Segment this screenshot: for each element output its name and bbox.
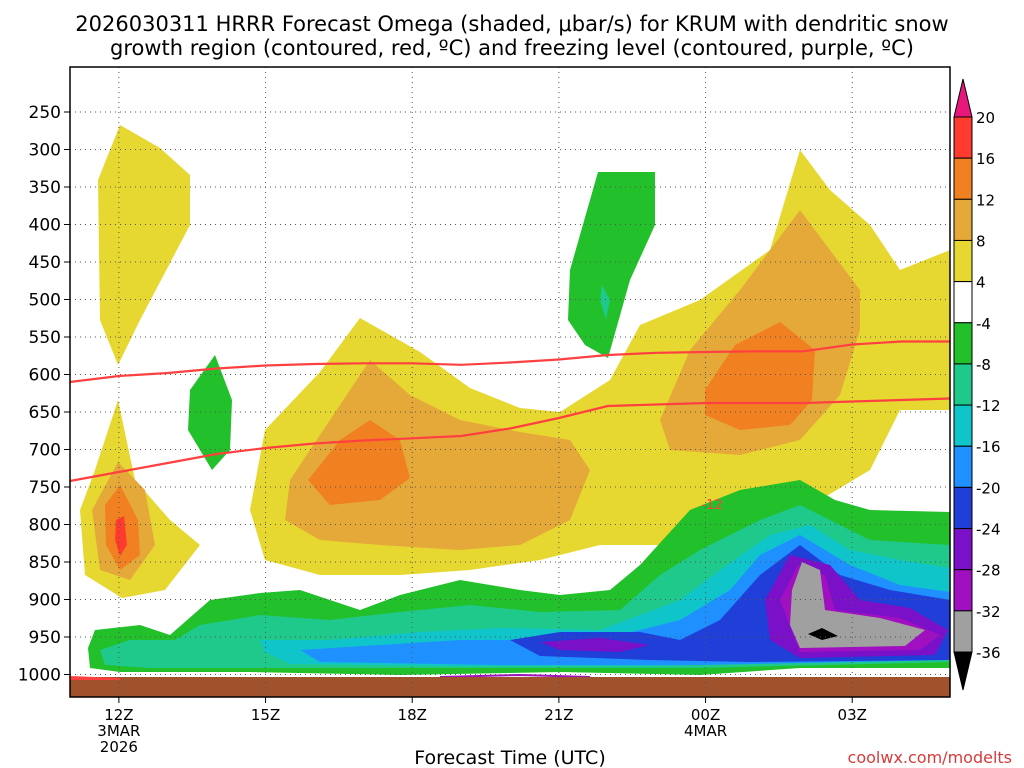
colorbar-box	[953, 281, 973, 324]
y-tick-label: 500	[29, 291, 61, 311]
plot-frame	[69, 66, 951, 698]
y-tick-label: 800	[29, 516, 61, 536]
terrain-strip	[70, 677, 950, 697]
x-tick-sublabel: 2026	[100, 738, 138, 756]
colorbar-label: -36	[976, 644, 1001, 662]
gridlines	[70, 67, 950, 697]
x-tick-label: 18Z	[398, 706, 427, 724]
y-tick-label: 250	[29, 103, 61, 123]
colorbar-box	[953, 404, 973, 447]
isotherm-series	[69, 340, 951, 483]
colorbar-label: -28	[976, 562, 1001, 580]
colorbar-box	[953, 528, 973, 571]
colorbar-top-arrow	[953, 78, 973, 118]
chart-title-line2: growth region (contoured, red, ºC) and f…	[110, 36, 914, 60]
y-tick-label: 650	[29, 403, 61, 423]
y-tick-label: 350	[29, 178, 61, 198]
colorbar-box	[953, 610, 973, 653]
y-tick-label: 750	[29, 478, 61, 498]
colorbar-box	[953, 486, 973, 530]
colorbar-label: -32	[976, 603, 1001, 621]
omega-region-orange-2	[285, 360, 590, 550]
x-tick-label: 12Z	[104, 706, 133, 724]
y-axis: 250 300 350 400 450 500 550 600 650 700 750 800 850 9…	[18, 103, 70, 686]
colorbar-box	[953, 569, 973, 612]
colorbar-label: 16	[976, 150, 995, 168]
x-tick-label: 21Z	[544, 706, 573, 724]
colorbar-box	[953, 445, 973, 488]
colorbar-label: -12	[976, 397, 1001, 415]
y-tick-label: 850	[29, 553, 61, 573]
credit-text: coolwx.com/modelts	[848, 748, 1012, 767]
x-tick-label: 03Z	[838, 706, 867, 724]
terrain-edge	[70, 676, 120, 680]
colorbar-label: -24	[976, 521, 1001, 539]
colorbar-label: -8	[976, 356, 991, 374]
omega-region-gray	[790, 562, 925, 648]
x-tick-sublabel: 3MAR	[97, 722, 140, 740]
y-tick-label: 700	[29, 441, 61, 461]
contour-label: -12	[701, 498, 722, 513]
colorbar-bottom-arrow	[953, 651, 973, 691]
colorbar: 20 16 12 8 4 -4 -8 -12 -16 -20 -24 -28 -32 -36	[953, 78, 1001, 691]
isotherm-line-2	[69, 397, 951, 483]
colorbar-label: 8	[976, 232, 986, 250]
omega-region-green-1	[568, 172, 655, 358]
x-tick-label: 15Z	[251, 706, 280, 724]
colorbar-label: 12	[976, 191, 995, 209]
chart-title-line1: 2026030311 HRRR Forecast Omega (shaded, …	[75, 12, 948, 36]
plot-area: -12	[69, 66, 951, 698]
x-tick-sublabel: 4MAR	[684, 722, 727, 740]
colorbar-box	[953, 198, 973, 241]
colorbar-box	[953, 239, 973, 283]
omega-region-red	[115, 516, 127, 556]
x-axis-label: Forecast Time (UTC)	[414, 747, 605, 768]
y-tick-label: 550	[29, 328, 61, 348]
colorbar-box	[953, 116, 973, 159]
y-tick-label: 450	[29, 253, 61, 273]
colorbar-label: -20	[976, 479, 1001, 497]
y-tick-label: 1000	[18, 666, 61, 686]
colorbar-label: -16	[976, 438, 1001, 456]
colorbar-box	[953, 322, 973, 365]
colorbar-box	[953, 157, 973, 200]
y-tick-label: 600	[29, 366, 61, 386]
y-tick-label: 950	[29, 628, 61, 648]
omega-region-darkorange-2	[308, 420, 410, 505]
omega-region-yellow-1	[98, 125, 190, 365]
colorbar-box	[953, 363, 973, 406]
omega-region-teal-dot	[600, 285, 610, 320]
y-tick-label: 900	[29, 591, 61, 611]
colorbar-label: 20	[976, 109, 995, 127]
isotherm-line-1	[69, 340, 950, 384]
colorbar-label: -4	[976, 315, 991, 333]
x-tick-label: 00Z	[691, 706, 720, 724]
colorbar-label: 4	[976, 274, 986, 292]
y-tick-label: 400	[29, 216, 61, 236]
y-tick-label: 300	[29, 141, 61, 161]
omega-shading	[70, 125, 950, 697]
